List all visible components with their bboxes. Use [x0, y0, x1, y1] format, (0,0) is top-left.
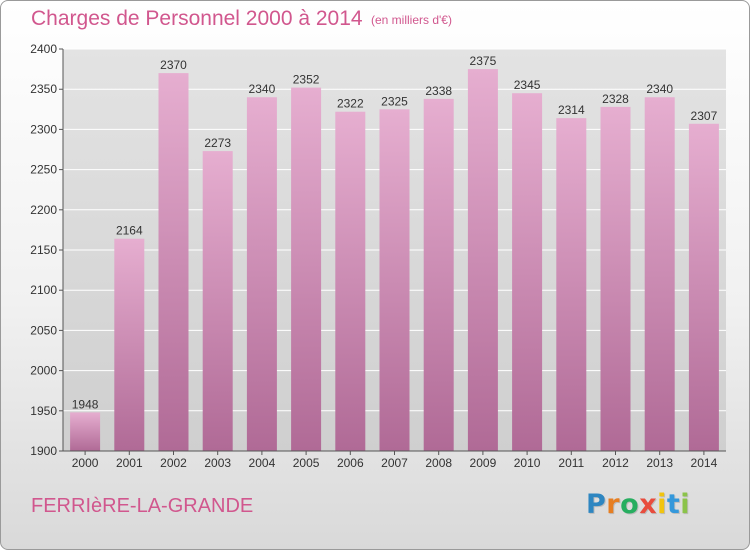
x-tick-label-2007: 2007: [381, 456, 408, 470]
bar-2004: [246, 97, 277, 452]
y-tick-label: 1950: [30, 404, 57, 418]
bar-2002: [158, 73, 189, 452]
bar-2005: [291, 87, 322, 451]
data-label-2001: 2164: [116, 224, 143, 238]
bar-2006: [335, 111, 366, 451]
data-label-2000: 1948: [72, 397, 99, 411]
x-tick-label-2013: 2013: [646, 456, 673, 470]
x-tick-label-2011: 2011: [558, 456, 584, 470]
logo-letter: t: [666, 489, 681, 520]
logo-letter: P: [586, 489, 607, 520]
data-label-2006: 2322: [337, 97, 364, 111]
logo-letter: r: [606, 489, 621, 520]
bar-2001: [114, 238, 145, 451]
y-tick-label: 2100: [30, 283, 57, 297]
x-tick-label-2001: 2001: [116, 456, 143, 470]
logo-letter: i: [657, 489, 667, 520]
x-tick-label-2012: 2012: [602, 456, 629, 470]
chart-title: Charges de Personnel 2000 à 2014: [31, 7, 363, 30]
y-tick-label: 2350: [30, 82, 57, 96]
data-label-2014: 2307: [691, 109, 718, 123]
data-label-2004: 2340: [249, 82, 276, 96]
logo-letter: o: [620, 489, 640, 520]
logo-letter: x: [639, 489, 658, 520]
bar-2009: [467, 69, 498, 451]
data-label-2007: 2325: [381, 94, 408, 108]
y-tick-label: 2050: [30, 323, 57, 337]
proxiti-logo: Proxiti: [586, 489, 690, 520]
bar-2012: [600, 106, 631, 451]
x-tick-label-2006: 2006: [337, 456, 364, 470]
bar-2008: [423, 98, 454, 452]
x-tick-label-2009: 2009: [470, 456, 497, 470]
x-tick-label-2010: 2010: [514, 456, 541, 470]
y-tick-label: 2250: [30, 163, 57, 177]
data-label-2003: 2273: [204, 136, 231, 150]
bar-2014: [688, 123, 719, 451]
x-tick-label-2004: 2004: [249, 456, 276, 470]
data-label-2005: 2352: [293, 73, 320, 87]
bar-2007: [379, 109, 410, 452]
bar-2003: [202, 151, 233, 451]
data-label-2010: 2345: [514, 78, 541, 92]
y-tick-label: 2150: [30, 243, 57, 257]
x-tick-label-2002: 2002: [160, 456, 187, 470]
data-label-2011: 2314: [558, 103, 585, 117]
y-tick-label: 2300: [30, 122, 57, 136]
x-tick-label-2005: 2005: [293, 456, 320, 470]
y-tick-label: 1900: [30, 444, 57, 458]
data-label-2002: 2370: [160, 58, 187, 72]
x-tick-label-2003: 2003: [204, 456, 231, 470]
x-tick-label-2014: 2014: [691, 456, 718, 470]
bar-2010: [512, 93, 543, 451]
y-tick-label: 2200: [30, 203, 57, 217]
data-label-2013: 2340: [646, 82, 673, 96]
data-label-2012: 2328: [602, 92, 629, 106]
y-tick-label: 2400: [30, 42, 57, 56]
x-tick-label-2000: 2000: [72, 456, 99, 470]
data-label-2009: 2375: [470, 54, 497, 68]
bar-2000: [70, 412, 101, 451]
chart-subtitle: (en milliers d'€): [371, 13, 452, 27]
x-tick-label-2008: 2008: [425, 456, 452, 470]
logo-letter: i: [680, 489, 691, 520]
commune-name: FERRIèRE-LA-GRANDE: [31, 495, 254, 517]
data-label-2008: 2338: [425, 84, 452, 98]
bar-2013: [644, 97, 675, 452]
bar-2011: [556, 118, 587, 452]
y-tick-label: 2000: [30, 364, 57, 378]
